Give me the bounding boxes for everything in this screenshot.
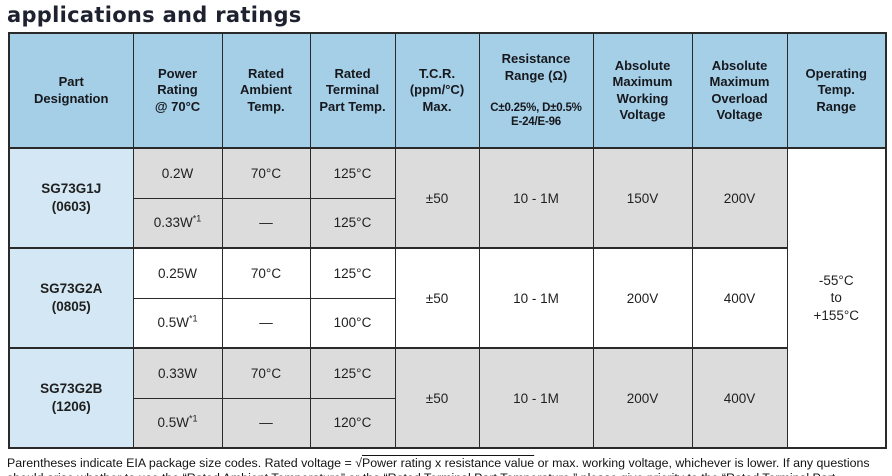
cell-rated-ambient-temp: 70°C	[221, 147, 311, 199]
col-header-rated-terminal-part-temp: Rated Terminal Part Temp.	[309, 32, 396, 149]
cell-rated-ambient-temp: —	[221, 297, 311, 349]
part-number: SG73G1J	[41, 181, 102, 197]
table-body: SG73G1J (0603) 0.2W 70°C 125°C ±50 10 - …	[8, 147, 887, 449]
cell-power-rating: 0.33W	[132, 347, 223, 399]
table-row: 0.5W*1 — 100°C	[9, 297, 886, 349]
cell-power-rating: 0.33W*1	[132, 197, 223, 249]
resistance-range-subtitle: C±0.25%, D±0.5% E-24/E-96	[490, 102, 582, 129]
col-header-tcr: T.C.R. (ppm/°C) Max.	[394, 32, 480, 149]
power-value: 0.25W	[157, 265, 198, 281]
package-code: (1206)	[51, 399, 91, 414]
cell-part-designation: SG73G2A (0805)	[8, 247, 134, 349]
part-number: SG73G2B	[40, 381, 103, 397]
cell-power-rating: 0.5W*1	[132, 297, 223, 349]
cell-power-rating: 0.5W*1	[132, 397, 223, 449]
part-number: SG73G2A	[40, 281, 103, 297]
cell-max-overload-voltage: 400V	[691, 347, 788, 449]
cell-power-rating: 0.25W	[132, 247, 223, 299]
power-value: 0.5W	[157, 315, 189, 331]
header-row: Part Designation Power Rating @ 70°C Rat…	[8, 32, 887, 149]
power-footnote-marker: *1	[189, 413, 198, 424]
cell-resistance-range: 10 - 1M	[478, 247, 594, 349]
col-header-resistance-range: Resistance Range (Ω) C±0.25%, D±0.5% E-2…	[478, 32, 594, 149]
power-value: 0.33W	[153, 215, 193, 231]
cell-max-working-voltage: 200V	[592, 247, 693, 349]
cell-resistance-range: 10 - 1M	[478, 347, 594, 449]
datasheet-page: applications and ratings Part Designatio…	[0, 3, 892, 476]
table-row: SG73G2B (1206) 0.33W 70°C 125°C ±50 10 -…	[8, 347, 886, 449]
cell-rated-terminal-part-temp: 100°C	[309, 297, 396, 349]
col-header-abs-max-working-voltage: Absolute Maximum Working Voltage	[592, 32, 693, 149]
col-header-rated-ambient-temp: Rated Ambient Temp.	[221, 32, 311, 149]
resistance-range-title: Resistance Range (Ω)	[501, 51, 571, 83]
package-code: (0603)	[51, 199, 91, 214]
cell-part-designation: SG73G1J (0603)	[8, 147, 134, 249]
cell-max-overload-voltage: 400V	[691, 247, 788, 349]
col-header-part-designation: Part Designation	[8, 32, 134, 149]
footnote-text-after-sqrt: or max. working voltage, whichever is lo…	[7, 456, 870, 476]
package-code: (0805)	[51, 299, 91, 314]
col-header-power-rating: Power Rating @ 70°C	[132, 32, 223, 149]
power-footnote-marker: *1	[189, 313, 198, 324]
cell-rated-terminal-part-temp: 125°C	[309, 347, 396, 399]
cell-tcr: ±50	[394, 347, 480, 449]
power-value: 0.5W	[157, 415, 189, 431]
cell-max-working-voltage: 200V	[592, 347, 693, 449]
cell-part-designation: SG73G2B (1206)	[8, 347, 134, 449]
col-header-operating-temp-range: Operating Temp. Range	[786, 32, 887, 149]
cell-power-rating: 0.2W	[132, 147, 223, 199]
col-header-abs-max-overload-voltage: Absolute Maximum Overload Voltage	[691, 32, 788, 149]
applications-ratings-table: Part Designation Power Rating @ 70°C Rat…	[8, 32, 887, 449]
page-title: applications and ratings	[7, 3, 302, 27]
table-row: SG73G1J (0603) 0.2W 70°C 125°C ±50 10 - …	[8, 147, 887, 449]
cell-operating-temp-range: -55°C to +155°C	[786, 147, 887, 449]
cell-tcr: ±50	[394, 147, 480, 249]
table-row: 0.5W*1 — 120°C	[9, 397, 886, 449]
power-value: 0.2W	[161, 165, 194, 181]
cell-rated-terminal-part-temp: 120°C	[309, 397, 396, 449]
power-value: 0.33W	[157, 365, 198, 381]
footnote: Parentheses indicate EIA package size co…	[7, 456, 884, 476]
cell-rated-ambient-temp: 70°C	[221, 347, 311, 399]
cell-max-working-voltage: 150V	[592, 147, 693, 249]
cell-rated-ambient-temp: —	[221, 197, 311, 249]
cell-rated-terminal-part-temp: 125°C	[309, 147, 396, 199]
cell-tcr: ±50	[394, 247, 480, 349]
footnote-text-before-sqrt: Parentheses indicate EIA package size co…	[7, 456, 362, 470]
table-header: Part Designation Power Rating @ 70°C Rat…	[8, 32, 887, 149]
cell-rated-terminal-part-temp: 125°C	[309, 247, 396, 299]
cell-max-overload-voltage: 200V	[691, 147, 788, 249]
sqrt-argument: Power rating x resistance value	[362, 456, 535, 470]
power-footnote-marker: *1	[192, 213, 202, 224]
cell-rated-ambient-temp: 70°C	[221, 247, 311, 299]
table-row: SG73G2A (0805) 0.25W 70°C 125°C ±50 10 -…	[8, 247, 886, 349]
table-row: 0.33W*1 — 125°C	[9, 197, 886, 249]
cell-rated-terminal-part-temp: 125°C	[309, 197, 396, 249]
cell-rated-ambient-temp: —	[221, 397, 311, 449]
cell-resistance-range: 10 - 1M	[478, 147, 594, 249]
